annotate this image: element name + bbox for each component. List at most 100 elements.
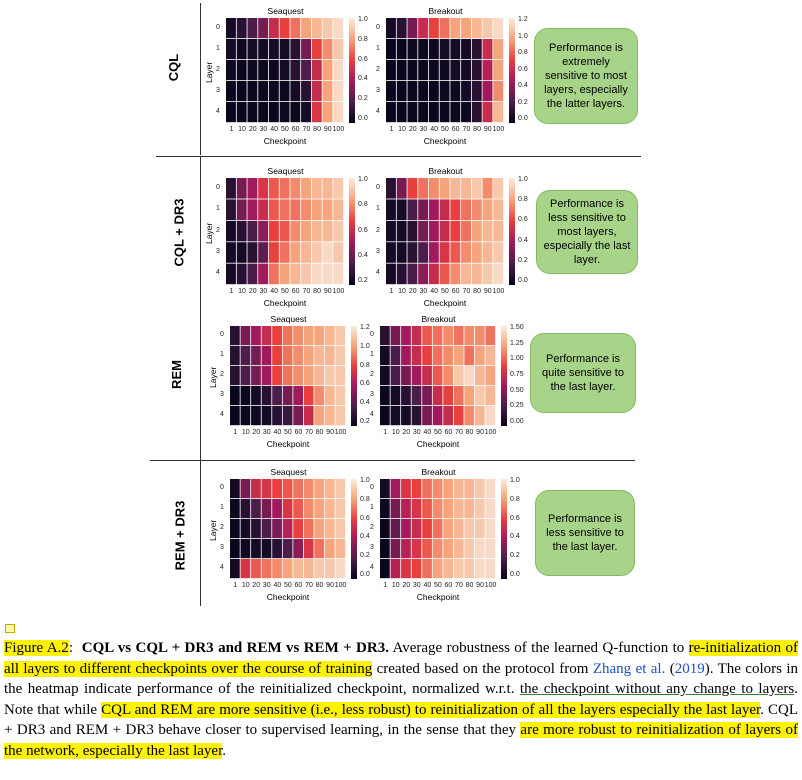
heatmap-cell xyxy=(482,263,493,285)
heatmap-cell xyxy=(390,479,401,499)
x-tick-label: 90 xyxy=(483,126,492,133)
heatmap-cell xyxy=(443,559,454,579)
heatmap-cell xyxy=(432,559,443,579)
citation-author-link[interactable]: Zhang et al. xyxy=(592,660,666,677)
heatmap-cell xyxy=(324,499,335,519)
colorbar-tick-label: 0.2 xyxy=(518,256,528,264)
heatmap-cell xyxy=(418,60,429,81)
x-axis-label: Checkpoint xyxy=(266,439,310,449)
heatmap-cell xyxy=(493,199,504,220)
heatmap-cell xyxy=(314,499,325,519)
heatmap-cell xyxy=(485,519,496,539)
heatmap-cell xyxy=(482,178,493,199)
y-tick-label: 2 xyxy=(370,524,374,531)
heatmap-cell xyxy=(386,263,396,285)
heatmap-cell xyxy=(324,406,335,426)
heatmap-cell xyxy=(272,406,282,426)
colorbar-tick-label: 1.0 xyxy=(518,32,528,40)
heatmap-cell xyxy=(471,60,482,81)
comment-icon[interactable] xyxy=(5,624,15,633)
y-tick-label: 3 xyxy=(370,391,374,398)
heatmap-cell xyxy=(461,263,472,285)
heatmap-cell xyxy=(396,220,407,242)
y-tick-label: 1 xyxy=(216,205,220,213)
x-axis-label: Checkpoint xyxy=(263,136,307,146)
heatmap-cell xyxy=(226,178,236,199)
caption-label: Figure A.2 xyxy=(4,640,69,656)
heatmap-cell xyxy=(333,178,344,199)
panel-title: Seaquest xyxy=(267,166,304,176)
heatmap-cell xyxy=(482,102,493,123)
heatmap-cell xyxy=(279,102,290,123)
x-tick-label: 100 xyxy=(492,126,505,133)
heatmap-cell xyxy=(493,220,504,242)
heatmap-cell xyxy=(464,366,475,386)
heatmap-cell xyxy=(461,178,472,199)
heatmap-cell xyxy=(290,102,301,123)
y-tick-label: 0 xyxy=(216,183,220,191)
x-tick-label: 90 xyxy=(483,288,492,295)
heatmap-cell xyxy=(333,60,344,81)
row-label-cql: CQL xyxy=(166,53,182,82)
colorbar-tick-label: 0.6 xyxy=(518,216,528,224)
heatmap-cell xyxy=(258,102,269,123)
heatmap-cell xyxy=(303,499,314,519)
heatmap-cell xyxy=(301,102,312,123)
heatmap-cell xyxy=(450,178,461,199)
heatmap-cell xyxy=(428,263,439,285)
y-tick-label: 2 xyxy=(216,226,220,234)
x-tick-label: 1 xyxy=(229,126,234,133)
x-tick-label: 20 xyxy=(252,582,261,589)
heatmap-cell xyxy=(396,102,407,123)
colorbar-tick-label: 0.0 xyxy=(510,571,520,578)
x-tick-label: 40 xyxy=(270,288,279,295)
colorbar-tick-label: 0.4 xyxy=(360,399,370,407)
heatmap-cell xyxy=(418,178,429,199)
heatmap-cell xyxy=(422,326,432,346)
heatmap-cell xyxy=(401,539,411,559)
heatmap-cell xyxy=(301,263,312,285)
heatmap-cell xyxy=(261,559,272,579)
colorbar-tick-label: 1.0 xyxy=(360,477,370,484)
heatmap-cell xyxy=(464,346,475,366)
x-tick-label: 1 xyxy=(383,429,388,436)
x-tick-label: 1 xyxy=(383,582,388,589)
heatmap-cell xyxy=(258,81,269,102)
colorbar-tick-label: 0.2 xyxy=(360,418,370,425)
x-tick-label: 90 xyxy=(476,429,484,436)
heatmap-cell xyxy=(453,539,464,559)
heatmap xyxy=(386,178,504,285)
note-cql: Performance is extremely sensitive to mo… xyxy=(534,28,638,124)
colorbar-tick-label: 0.8 xyxy=(510,495,520,503)
heatmap-cell xyxy=(282,346,293,366)
x-tick-label: 90 xyxy=(323,288,332,295)
heatmap-cell xyxy=(428,220,439,242)
heatmap-cell xyxy=(282,539,293,559)
y-tick-label: 2 xyxy=(376,65,380,73)
heatmap-cell xyxy=(482,18,493,39)
heatmap-cell xyxy=(450,102,461,123)
heatmap-cell xyxy=(390,326,401,346)
figure-caption: Figure A.2: CQL vs CQL + DR3 and REM vs … xyxy=(4,638,798,761)
y-tick-label: 4 xyxy=(220,564,224,571)
heatmap-cell xyxy=(386,18,396,39)
heatmap-cell xyxy=(422,346,432,366)
heatmap-cell xyxy=(279,60,290,81)
heatmap-cell xyxy=(236,60,247,81)
heatmap-cell xyxy=(439,242,450,263)
heatmap-cell xyxy=(303,326,314,346)
heatmap-cell xyxy=(258,263,269,285)
x-tick-label: 30 xyxy=(262,582,271,589)
heatmap-cell xyxy=(401,499,411,519)
heatmap-cell xyxy=(464,406,475,426)
heatmap-cell xyxy=(236,102,247,123)
caption-text-2: created based on the protocol from xyxy=(372,660,593,677)
heatmap-cell xyxy=(324,479,335,499)
x-tick-label: 20 xyxy=(252,429,261,436)
heatmap-cell xyxy=(390,346,401,366)
heatmap-cell xyxy=(324,519,335,539)
colorbar xyxy=(509,178,515,285)
x-tick-label: 70 xyxy=(462,288,471,295)
citation-year-link[interactable]: 2019 xyxy=(674,660,705,677)
heatmap-cell xyxy=(450,81,461,102)
